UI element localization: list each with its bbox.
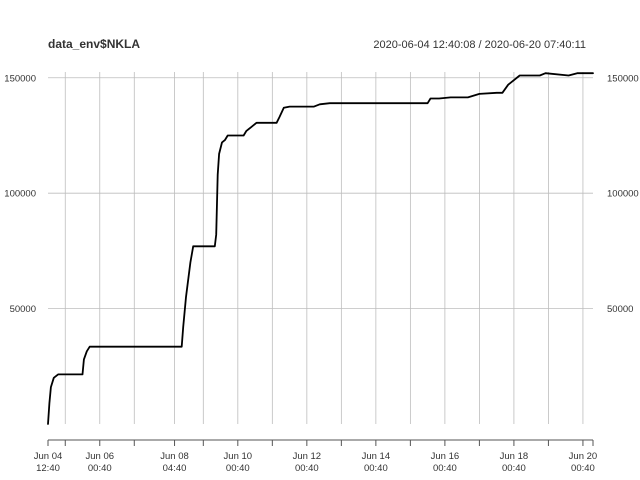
x-tick-label-time: 00:40 bbox=[502, 463, 526, 474]
x-tick-label-time: 00:40 bbox=[364, 463, 388, 474]
y-tick-label-left: 150000 bbox=[4, 73, 36, 84]
x-tick-label-date: Jun 08 bbox=[160, 451, 189, 462]
y-tick-label-right: 150000 bbox=[607, 73, 639, 84]
x-tick-label-date: Jun 20 bbox=[569, 451, 598, 462]
x-tick-label-date: Jun 18 bbox=[500, 451, 529, 462]
x-tick-label-time: 12:40 bbox=[36, 463, 60, 474]
x-tick-label-date: Jun 12 bbox=[293, 451, 322, 462]
y-tick-label-right: 100000 bbox=[607, 189, 639, 200]
chart-title: data_env$NKLA bbox=[48, 37, 140, 51]
grid-lines bbox=[48, 72, 593, 424]
x-tick-label-time: 00:40 bbox=[571, 463, 595, 474]
series-layer bbox=[47, 72, 594, 425]
x-tick-label-time: 00:40 bbox=[88, 463, 112, 474]
x-tick-label-time: 00:40 bbox=[226, 463, 250, 474]
y-tick-label-left: 50000 bbox=[10, 304, 36, 315]
chart-date-range: 2020-06-04 12:40:08 / 2020-06-20 07:40:1… bbox=[373, 39, 586, 51]
x-tick-label-date: Jun 14 bbox=[362, 451, 391, 462]
y-tick-label-left: 100000 bbox=[4, 189, 36, 200]
tick-labels: 50000 50000 100000 100000 150000 150000 Jun 04… bbox=[4, 73, 638, 474]
x-tick-label-date: Jun 04 bbox=[34, 451, 63, 462]
x-tick-label-date: Jun 06 bbox=[86, 451, 115, 462]
x-tick-label-date: Jun 16 bbox=[431, 451, 460, 462]
axes bbox=[47, 439, 594, 446]
y-tick-label-right: 50000 bbox=[607, 304, 633, 315]
x-tick-label-time: 00:40 bbox=[433, 463, 457, 474]
series-line bbox=[47, 72, 594, 425]
x-tick-label-date: Jun 10 bbox=[224, 451, 253, 462]
x-tick-label-time: 04:40 bbox=[163, 463, 187, 474]
x-tick-label-time: 00:40 bbox=[295, 463, 319, 474]
